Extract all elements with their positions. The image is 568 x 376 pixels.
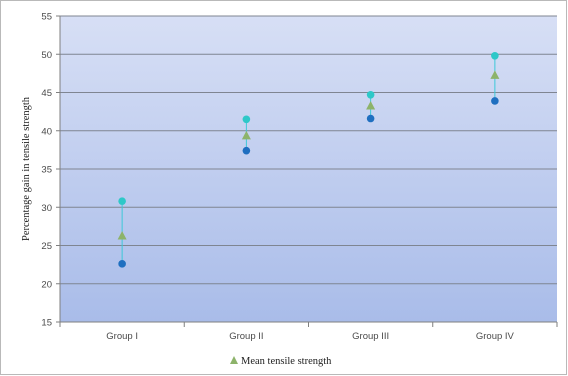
y-tick-label: 40 [41,126,52,137]
high-point [491,51,499,60]
axes [56,15,558,327]
low-point [366,114,375,123]
y-tick-label: 45 [41,88,52,99]
high-point [366,90,375,99]
legend-label-mean: Mean tensile strength [241,356,332,367]
x-tick-label: Group I [106,331,138,342]
high-point [242,115,251,124]
mean-marker [366,101,376,110]
legend-marker-mean [230,356,238,364]
y-tick-label: 20 [41,279,52,290]
y-tick-label: 55 [41,12,52,23]
x-tick-label: Group III [352,331,389,342]
low-point [242,146,251,155]
legend: Mean tensile strength [230,356,332,367]
mean-marker [117,231,127,240]
y-tick-label: 50 [41,50,52,61]
y-tick-labels: 15 20 25 30 35 40 45 50 55 [41,12,52,329]
mean-marker [241,130,251,140]
y-tick-label: 35 [41,165,52,176]
x-tick-label: Group IV [476,331,515,342]
low-point [118,260,126,268]
x-tick-label: Group II [229,331,263,342]
y-axis-label: Percentage gain in tensile strength [21,96,32,241]
mean-marker [490,70,500,79]
gridlines [60,15,557,285]
y-tick-label: 25 [41,241,52,252]
y-tick-label: 15 [41,318,52,329]
low-point [491,97,499,105]
high-point [118,197,126,205]
y-tick-label: 30 [41,203,52,214]
data-marks [117,51,500,268]
x-tick-labels: Group I Group II Group III Group IV [106,331,514,342]
